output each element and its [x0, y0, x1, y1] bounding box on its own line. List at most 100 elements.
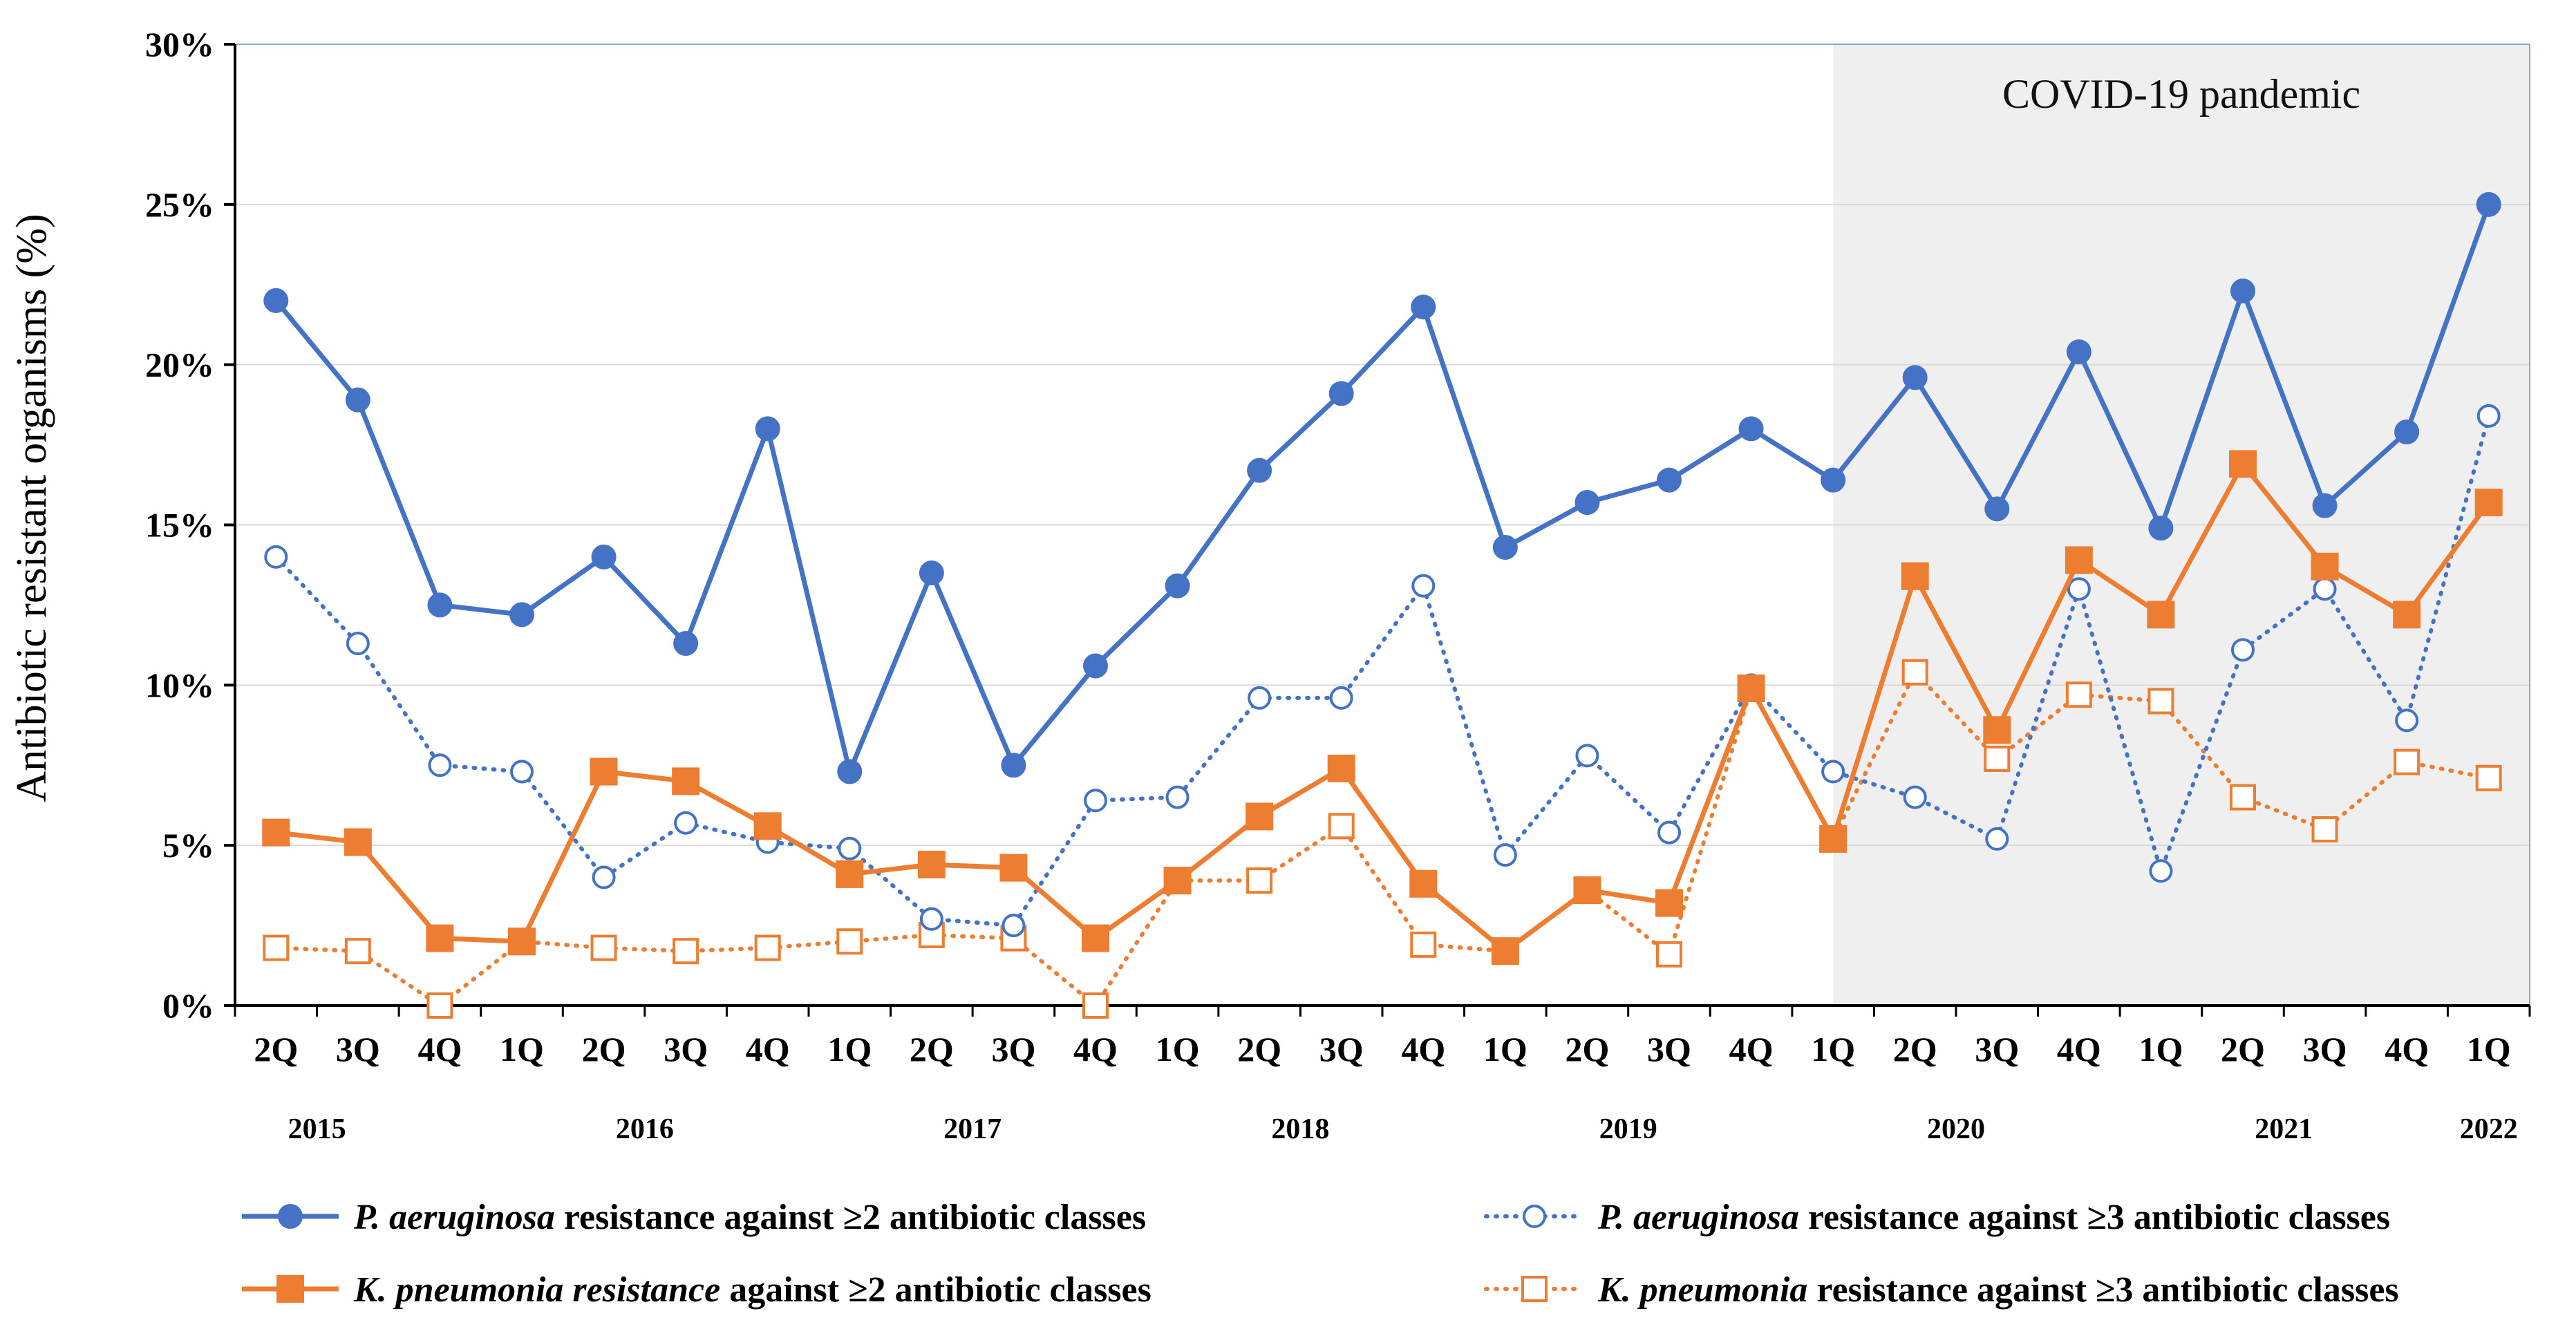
- data-point: [344, 938, 371, 965]
- data-point: [753, 812, 782, 840]
- data-point: [1903, 785, 1927, 809]
- data-point: [1493, 843, 1517, 867]
- data-point: [344, 828, 372, 856]
- data-point: [346, 632, 370, 656]
- data-point: [2475, 764, 2502, 791]
- data-point: [1821, 760, 1845, 784]
- x-tick-label: 2Q: [1237, 1030, 1281, 1068]
- data-point: [1328, 381, 1354, 406]
- data-point: [2395, 708, 2419, 733]
- data-point: [1521, 1276, 1548, 1302]
- data-point: [1165, 573, 1190, 598]
- data-point: [1001, 753, 1026, 778]
- data-point: [263, 288, 289, 313]
- data-point: [837, 759, 863, 784]
- data-point: [1247, 458, 1272, 483]
- x-tick-label: 4Q: [746, 1030, 790, 1068]
- data-point: [1819, 824, 1848, 853]
- x-tick-label: 3Q: [2303, 1030, 2347, 1068]
- data-point: [673, 938, 699, 965]
- data-point: [1985, 827, 2009, 851]
- data-point: [2476, 404, 2501, 428]
- data-point: [919, 907, 943, 931]
- data-point: [262, 818, 290, 847]
- data-point: [1246, 867, 1273, 894]
- x-tick-label: 1Q: [2467, 1030, 2511, 1068]
- data-point: [838, 836, 862, 860]
- data-point: [1491, 937, 1519, 965]
- series-line: [274, 413, 2491, 928]
- data-point: [2229, 450, 2257, 478]
- year-label: 2016: [616, 1113, 674, 1145]
- data-point: [592, 865, 616, 889]
- data-point: [2067, 577, 2091, 601]
- x-tick-label: 1Q: [500, 1030, 544, 1068]
- legend: P. aeruginosa resistance against ≥2 anti…: [242, 1198, 2399, 1310]
- data-point: [2147, 688, 2174, 715]
- covid-shade-label: COVID-19 pandemic: [2002, 71, 2360, 117]
- x-tick-label: 1Q: [1483, 1030, 1527, 1068]
- legend-label: P. aeruginosa resistance against ≥3 anti…: [1597, 1198, 2390, 1237]
- data-point: [1902, 365, 1928, 390]
- data-point: [755, 416, 780, 442]
- data-point: [2474, 489, 2503, 517]
- data-point: [674, 811, 698, 835]
- data-point: [672, 767, 700, 795]
- data-point: [1163, 867, 1192, 895]
- legend-entry-1: P. aeruginosa resistance against ≥2 anti…: [242, 1198, 1146, 1237]
- data-point: [345, 387, 370, 413]
- data-point: [1523, 1205, 1546, 1228]
- legend-entry-3: K. pneumonia resistance against ≥2 antib…: [242, 1270, 1151, 1310]
- data-point: [836, 860, 864, 888]
- data-point: [917, 850, 946, 878]
- series-group: [262, 191, 2503, 1019]
- data-point: [276, 1275, 304, 1303]
- data-point: [428, 753, 452, 777]
- x-tick-label: 2Q: [910, 1030, 954, 1068]
- x-tick-label: 4Q: [1729, 1030, 1774, 1068]
- data-point: [2312, 493, 2338, 518]
- data-point: [1409, 869, 1438, 898]
- data-point: [510, 760, 534, 784]
- y-tick-label: 25%: [145, 185, 214, 224]
- data-point: [427, 592, 453, 618]
- data-point: [278, 1204, 303, 1229]
- x-tick-label: 4Q: [1073, 1030, 1118, 1068]
- x-tick-label: 1Q: [2138, 1030, 2183, 1068]
- series-line: [275, 461, 2491, 954]
- axes: 0% 5% 10% 15% 20% 25% 30% 2Q 3Q 4Q 1Q 2Q 3Q 4Q 1Q 2Q 3Q 4…: [145, 25, 2531, 1145]
- legend-entry-2: P. aeruginosa resistance against ≥3 anti…: [1484, 1198, 2390, 1237]
- data-point: [1082, 924, 1109, 952]
- data-point: [426, 924, 454, 952]
- data-point: [1327, 754, 1355, 782]
- y-tick-label: 5%: [162, 826, 214, 865]
- x-tick-label: 2Q: [1565, 1030, 1609, 1068]
- year-label: 2019: [1599, 1113, 1657, 1145]
- data-point: [1328, 813, 1355, 840]
- x-tick-label: 4Q: [2057, 1030, 2101, 1068]
- data-point: [1245, 802, 1274, 831]
- data-point: [754, 934, 781, 961]
- legend-label: K. pneumonia resistance against ≥3 antib…: [1597, 1270, 2399, 1310]
- data-point: [2230, 279, 2255, 304]
- data-point: [1248, 686, 1272, 710]
- data-point: [1083, 653, 1108, 679]
- data-point: [1573, 876, 1601, 905]
- data-point: [836, 928, 863, 955]
- data-point: [590, 934, 617, 961]
- x-tick-label: 3Q: [1975, 1030, 2019, 1068]
- x-tick-label: 1Q: [827, 1030, 872, 1068]
- data-point: [590, 757, 618, 786]
- series-line: [274, 670, 2491, 1008]
- data-point: [1983, 716, 2011, 744]
- x-tick-label: 4Q: [1401, 1030, 1445, 1068]
- y-tick-label: 0%: [162, 986, 214, 1025]
- data-point: [2311, 816, 2338, 842]
- x-tick-label: 3Q: [991, 1030, 1035, 1068]
- data-point: [509, 602, 534, 628]
- data-point: [1901, 659, 1928, 686]
- y-axis-label: Antibiotic resistant organisms (%): [8, 214, 55, 802]
- data-point: [673, 631, 699, 657]
- x-tick-label: 2Q: [254, 1030, 298, 1068]
